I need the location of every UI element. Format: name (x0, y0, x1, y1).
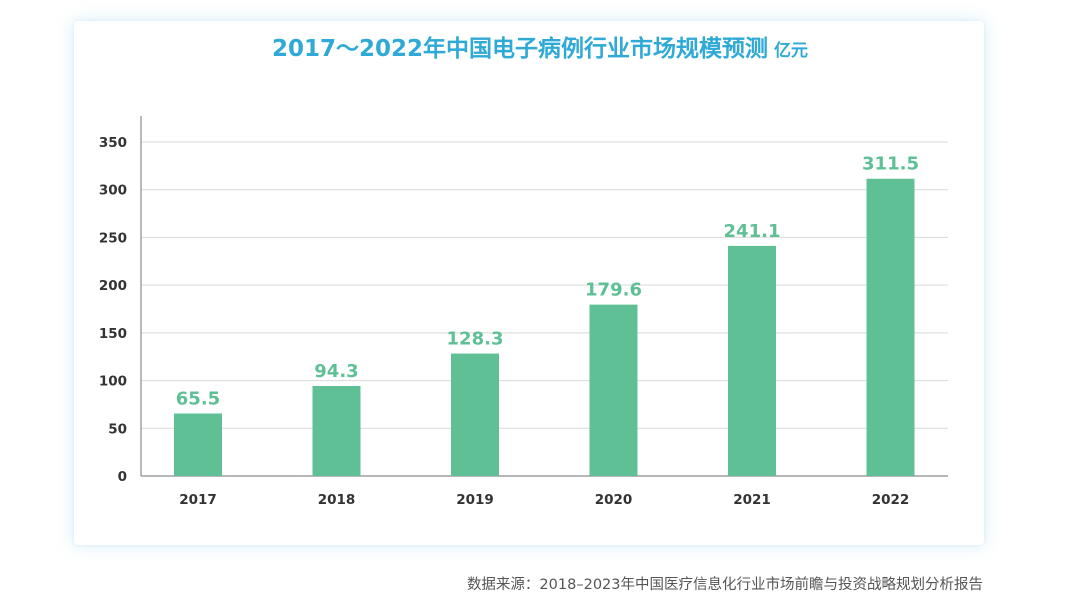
chart-card (74, 21, 984, 545)
bar-value-label: 94.3 (314, 361, 358, 382)
x-tick-label: 2018 (318, 492, 356, 508)
bar (866, 178, 915, 477)
y-tick-label: 250 (99, 230, 127, 246)
bar (728, 245, 776, 476)
x-tick-label: 2021 (733, 492, 771, 508)
bar (451, 353, 499, 476)
bar-value-label: 128.3 (447, 329, 504, 350)
y-tick-label: 50 (108, 421, 127, 437)
bar-value-label: 311.5 (862, 154, 919, 175)
y-tick-label: 150 (99, 326, 127, 342)
x-tick-label: 2020 (595, 492, 633, 508)
x-tick-label: 2022 (872, 492, 910, 508)
bar-value-label: 65.5 (176, 388, 220, 409)
bar-value-label: 179.6 (585, 280, 642, 301)
bar (589, 304, 638, 476)
chart-title-text: 2017～2022年中国电子病例行业市场规模预测 (271, 36, 769, 62)
y-tick-label: 100 (99, 374, 127, 390)
x-tick-label: 2017 (179, 492, 217, 508)
bar (174, 413, 222, 476)
chart-unit-label: 亿元 (774, 41, 809, 61)
y-tick-label: 350 (99, 135, 127, 151)
chart-title: 2017～2022年中国电子病例行业市场规模预测 亿元 (0, 34, 1080, 66)
y-tick-label: 300 (99, 183, 127, 199)
bar (312, 386, 361, 476)
x-tick-label: 2019 (456, 492, 494, 508)
y-tick-label: 0 (118, 469, 127, 485)
bar-value-label: 241.1 (724, 221, 781, 242)
y-tick-label: 200 (99, 278, 127, 294)
source-note: 数据来源：2018–2023年中国医疗信息化行业市场前瞻与投资战略规划分析报告 (466, 577, 983, 593)
